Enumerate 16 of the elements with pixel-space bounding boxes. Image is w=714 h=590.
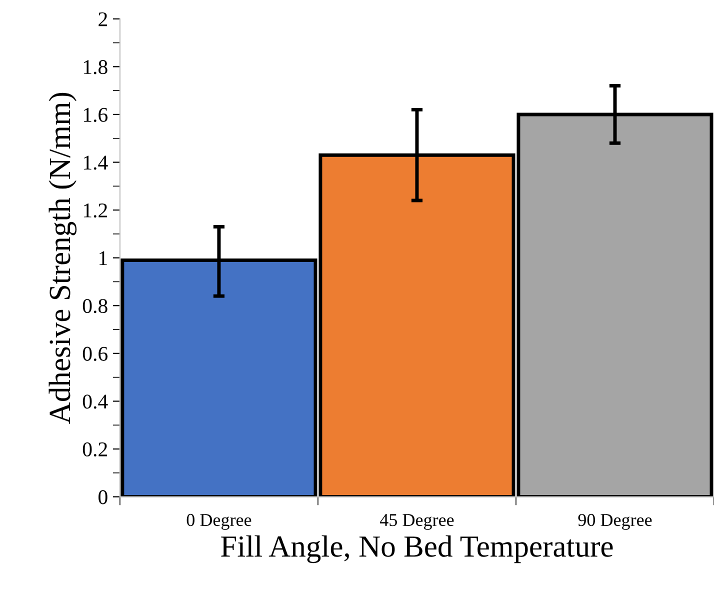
y-tick-label: 1.8 bbox=[84, 60, 108, 74]
y-tick-label: 0 bbox=[98, 490, 108, 504]
y-tick-label: 0.2 bbox=[82, 442, 107, 457]
y-tick-label: 1 bbox=[100, 251, 107, 266]
y-tick-label: 1.4 bbox=[84, 156, 108, 170]
y-axis-title: Adhesive Strength (N/mm) bbox=[48, 92, 77, 424]
x-tick-label: 45 Degree bbox=[380, 514, 454, 530]
x-tick-label: 0 Degree bbox=[186, 514, 252, 530]
x-axis-title: Fill Angle, No Bed Temperature bbox=[221, 535, 613, 564]
y-tick-label: 0.8 bbox=[82, 298, 108, 314]
y-tick-label: 1.6 bbox=[84, 108, 108, 122]
y-tick-label: 0.6 bbox=[82, 346, 108, 361]
y-tick-label: 1.2 bbox=[84, 203, 107, 218]
x-tick-label: 90 Degree bbox=[578, 514, 652, 530]
y-tick-label: 0.4 bbox=[82, 394, 108, 409]
y-tick-label: 2 bbox=[98, 12, 107, 26]
